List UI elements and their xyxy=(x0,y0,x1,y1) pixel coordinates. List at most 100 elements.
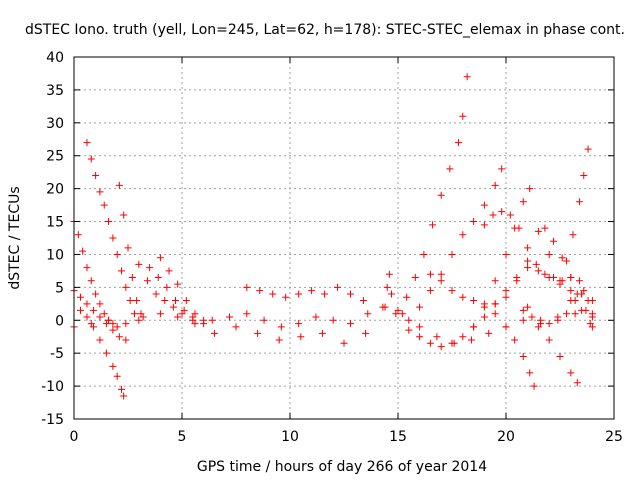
data-point-marker xyxy=(446,165,454,173)
data-point-marker xyxy=(109,362,117,370)
data-point-marker xyxy=(156,310,164,318)
data-point-marker xyxy=(519,198,527,206)
y-tick-label: 0 xyxy=(55,313,64,329)
y-tick-label: 15 xyxy=(46,215,64,231)
data-point-marker xyxy=(541,270,549,278)
data-point-marker xyxy=(152,290,160,298)
data-point-marker xyxy=(364,310,372,318)
data-point-marker xyxy=(584,145,592,153)
data-point-marker xyxy=(550,273,558,281)
data-point-marker xyxy=(87,277,95,285)
data-point-marker xyxy=(120,211,128,219)
data-point-marker xyxy=(545,320,553,328)
data-point-marker xyxy=(480,303,488,311)
data-point-marker xyxy=(416,333,424,341)
data-point-marker xyxy=(385,270,393,278)
data-point-marker xyxy=(562,310,570,318)
data-point-marker xyxy=(83,139,91,147)
data-point-marker xyxy=(515,224,523,232)
data-point-marker xyxy=(87,155,95,163)
data-point-marker xyxy=(115,181,123,189)
data-point-marker xyxy=(502,323,510,331)
data-point-marker xyxy=(135,316,143,324)
data-point-marker xyxy=(491,277,499,285)
data-point-marker xyxy=(113,250,121,258)
data-point-marker xyxy=(122,320,130,328)
data-point-marker xyxy=(489,211,497,219)
data-point-marker xyxy=(260,316,268,324)
data-point-marker xyxy=(588,323,596,331)
data-point-marker xyxy=(420,250,428,258)
data-point-marker xyxy=(379,303,387,311)
data-point-marker xyxy=(467,336,475,344)
data-point-marker xyxy=(506,211,514,219)
data-point-marker xyxy=(256,287,264,295)
data-point-marker xyxy=(459,333,467,341)
data-point-marker xyxy=(519,306,527,314)
data-point-marker xyxy=(120,392,128,400)
data-point-marker xyxy=(567,369,575,377)
data-point-marker xyxy=(113,372,121,380)
data-point-marker xyxy=(92,290,100,298)
y-tick-label: 25 xyxy=(46,149,64,165)
data-point-marker xyxy=(118,385,126,393)
data-point-marker xyxy=(459,231,467,239)
data-point-marker xyxy=(182,297,190,305)
data-point-marker xyxy=(126,297,134,305)
data-point-marker xyxy=(498,208,506,216)
data-point-marker xyxy=(92,171,100,179)
data-point-marker xyxy=(528,313,536,321)
data-point-marker xyxy=(571,310,579,318)
data-point-marker xyxy=(558,277,566,285)
data-point-marker xyxy=(403,293,411,301)
series-8 xyxy=(156,254,208,324)
series-3 xyxy=(83,139,143,324)
data-point-marker xyxy=(128,273,136,281)
data-point-marker xyxy=(329,316,337,324)
x-tick-label: 10 xyxy=(281,429,299,445)
data-point-marker xyxy=(437,270,445,278)
data-point-marker xyxy=(545,250,553,258)
data-point-marker xyxy=(405,326,413,334)
data-point-marker xyxy=(480,313,488,321)
data-point-marker xyxy=(480,201,488,209)
data-point-marker xyxy=(83,264,91,272)
data-point-marker xyxy=(115,333,123,341)
series-10 xyxy=(210,323,370,347)
data-point-marker xyxy=(582,306,590,314)
data-point-marker xyxy=(524,257,532,265)
data-point-marker xyxy=(571,297,579,305)
data-point-marker xyxy=(346,290,354,298)
data-point-marker xyxy=(200,316,208,324)
data-point-marker xyxy=(530,382,538,390)
data-point-marker xyxy=(89,306,97,314)
data-point-marker xyxy=(426,287,434,295)
data-point-marker xyxy=(485,329,493,337)
data-point-marker xyxy=(388,290,396,298)
data-point-marker xyxy=(96,300,104,308)
data-point-marker xyxy=(180,306,188,314)
data-point-marker xyxy=(575,198,583,206)
data-point-marker xyxy=(334,283,342,291)
data-point-marker xyxy=(172,297,180,305)
data-point-marker xyxy=(491,310,499,318)
data-point-marker xyxy=(470,218,478,226)
data-point-marker xyxy=(511,336,519,344)
data-point-marker xyxy=(100,201,108,209)
x-tick-label: 5 xyxy=(178,429,187,445)
series-20 xyxy=(524,303,581,387)
data-point-marker xyxy=(454,139,462,147)
data-point-marker xyxy=(295,290,303,298)
data-point-marker xyxy=(282,293,290,301)
data-point-marker xyxy=(498,165,506,173)
data-point-marker xyxy=(448,250,456,258)
data-point-marker xyxy=(524,244,532,252)
data-point-marker xyxy=(545,336,553,344)
data-point-marker xyxy=(100,310,108,318)
data-point-marker xyxy=(541,224,549,232)
data-point-marker xyxy=(96,336,104,344)
data-point-marker xyxy=(135,260,143,268)
data-point-marker xyxy=(308,287,316,295)
data-point-marker xyxy=(96,313,104,321)
